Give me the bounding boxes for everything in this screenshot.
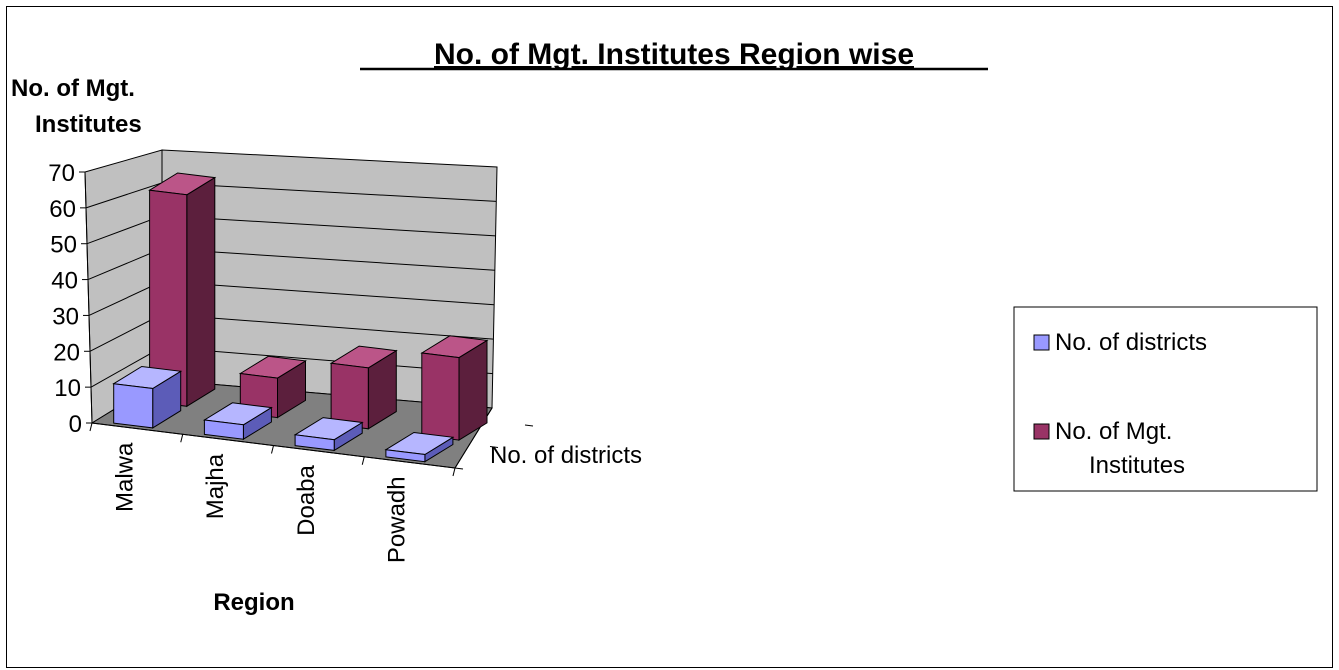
y-axis-title-line-1: No. of Mgt. xyxy=(11,75,135,102)
bar-districts-doaba-front xyxy=(294,434,335,451)
legend-label-institutes-line-2: Institutes xyxy=(1089,452,1185,479)
bar-institutes-powadh xyxy=(420,335,489,441)
legend-box xyxy=(1013,306,1318,492)
x-tick-mark xyxy=(271,445,274,454)
bar-districts-majha xyxy=(202,402,273,441)
depth-tick-mark xyxy=(454,467,464,470)
bar-institutes-powadh-front xyxy=(421,352,460,441)
y-axis-title: No. of Mgt. Institutes xyxy=(11,75,142,138)
y-tick-label: 60 xyxy=(49,196,76,223)
x-tick-mark xyxy=(180,434,184,443)
x-ticks: Malwa Majha Doaba Powadh xyxy=(89,422,456,563)
x-tick-label: Powadh xyxy=(384,476,411,563)
chart-title: No. of Mgt. Institutes Region wise xyxy=(434,38,914,71)
y-tick-label: 40 xyxy=(51,268,78,295)
y-tick-label: 50 xyxy=(50,232,77,259)
x-tick-label: Majha xyxy=(202,453,229,519)
x-tick-label: Malwa xyxy=(111,442,138,512)
bar-districts-doaba xyxy=(293,417,364,452)
y-tick-label: 20 xyxy=(53,339,80,366)
bar-districts-malwa-front xyxy=(113,383,154,429)
legend: No. of districts No. of Mgt. Institutes xyxy=(1013,306,1318,492)
x-axis-title: Region xyxy=(213,589,294,616)
bar-districts-powadh xyxy=(384,431,455,463)
y-tick-label: 70 xyxy=(48,160,75,187)
x-tick-mark xyxy=(89,422,93,432)
y-axis-title-line-2: Institutes xyxy=(35,111,142,138)
depth-ticks xyxy=(454,424,534,470)
series-institutes xyxy=(148,172,489,441)
depth-axis-label: No. of districts xyxy=(490,442,642,469)
depth-tick-mark xyxy=(489,446,499,448)
x-tick-mark xyxy=(452,467,456,477)
y-tick-label: 10 xyxy=(54,375,81,402)
bar-institutes-doaba xyxy=(329,345,398,430)
legend-label-districts: No. of districts xyxy=(1055,329,1207,356)
bar-districts-majha-front xyxy=(203,419,244,440)
bar-districts-powadh-front xyxy=(385,449,426,463)
x-tick-mark xyxy=(361,456,365,465)
y-axis-line xyxy=(84,171,93,424)
legend-label-institutes: No. of Mgt. Institutes xyxy=(1055,418,1185,479)
bar-institutes-malwa-side xyxy=(186,176,216,408)
bar-districts-malwa xyxy=(112,365,183,429)
bar-institutes-malwa xyxy=(148,172,217,408)
legend-swatch-districts xyxy=(1033,334,1050,351)
legend-label-institutes-line-1: No. of Mgt. xyxy=(1055,418,1172,445)
legend-swatch-institutes xyxy=(1033,423,1050,440)
y-tick-label: 0 xyxy=(69,411,82,438)
y-ticks: 0 10 20 30 40 50 60 70 xyxy=(48,160,92,438)
series-districts xyxy=(112,365,455,463)
y-tick-label: 30 xyxy=(52,303,79,330)
x-tick-label: Doaba xyxy=(293,464,320,535)
depth-tick-mark xyxy=(524,424,534,427)
